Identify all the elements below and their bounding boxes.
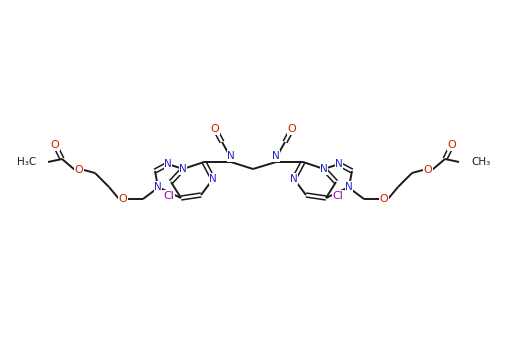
Text: Cl: Cl bbox=[333, 191, 343, 201]
Text: O: O bbox=[119, 194, 127, 204]
Text: N: N bbox=[179, 164, 187, 174]
Text: N: N bbox=[320, 164, 328, 174]
Text: N: N bbox=[335, 159, 343, 169]
Text: N: N bbox=[272, 151, 280, 161]
Text: O: O bbox=[448, 140, 456, 150]
Text: O: O bbox=[380, 194, 388, 204]
Text: Cl: Cl bbox=[164, 191, 174, 201]
Text: O: O bbox=[424, 165, 432, 175]
Text: O: O bbox=[51, 140, 59, 150]
Text: N: N bbox=[164, 159, 172, 169]
Text: N: N bbox=[209, 174, 217, 184]
Text: N: N bbox=[227, 151, 235, 161]
Text: N: N bbox=[154, 182, 162, 192]
Text: CH₃: CH₃ bbox=[471, 157, 490, 167]
Text: O: O bbox=[75, 165, 83, 175]
Text: O: O bbox=[210, 124, 220, 134]
Text: O: O bbox=[287, 124, 297, 134]
Text: N: N bbox=[290, 174, 298, 184]
Text: N: N bbox=[345, 182, 353, 192]
Text: H₃C: H₃C bbox=[17, 157, 36, 167]
